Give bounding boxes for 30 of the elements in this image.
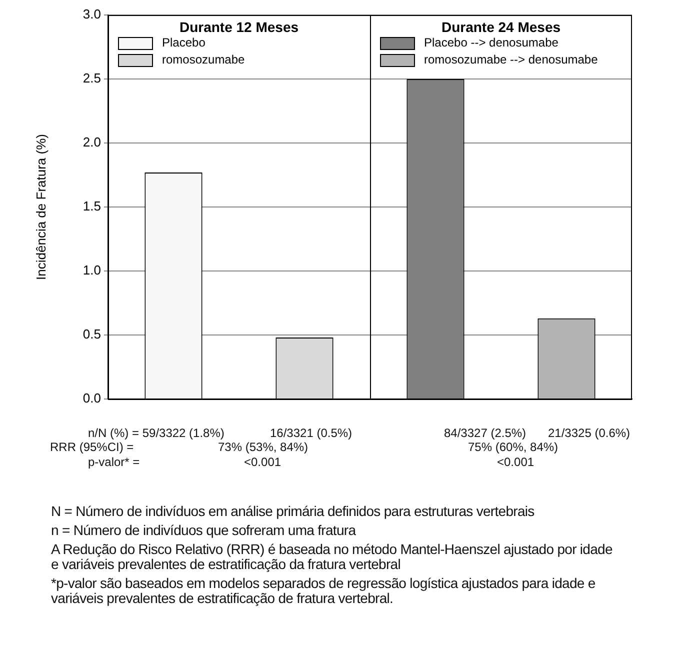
y-tick-label: 1.5 [82,198,101,214]
y-tick-label: 2.5 [82,70,101,86]
text: 75% (60%, 84%) [468,440,558,454]
annotation: Durante 12 Meses [179,18,299,35]
text: n/N (%) = 59/3322 (1.8%) [88,426,224,440]
text: N = Número de indivíduos em análise primária definidos para estruturas vertebrais [51,503,534,519]
text: *p-valor são baseados em modelos separados de regressão logística ajustados para idade e [51,575,596,591]
text: p-valor* = [88,455,140,469]
y-axis-title: Incidência de Fratura (%) [33,134,48,280]
text: 21/3325 (0.6%) [548,426,630,440]
legend-label: Placebo --> denosumabe [424,35,559,50]
text: n = Número de indivíduos que sofreram uma fratura [51,522,356,538]
y-tick-label: 0.5 [82,326,101,342]
legend-label: Placebo [162,35,206,50]
text: variáveis prevalentes de estratificação de fratura vertebral. [51,590,394,606]
text: e variáveis prevalentes de estratificação da fratura vertebral [51,556,400,572]
text: <0.001 [244,455,282,469]
y-tick-label: 1.0 [82,262,101,278]
legend-label: romosozumabe --> denosumabe [424,52,598,66]
text: 84/3327 (2.5%) [444,426,526,440]
text: <0.001 [497,455,534,469]
text: A Redução do Risco Relativo (RRR) é baseada no método Mantel-Haenszel ajustado por idade [51,541,612,557]
legend-label: romosozumabe [162,52,246,66]
y-tick-label: 0.0 [82,390,101,406]
y-tick-label: 3.0 [82,6,101,22]
y-tick-label: 2.0 [82,134,101,150]
text: 16/3321 (0.5%) [270,426,352,440]
text: 73% (53%, 84%) [218,440,308,454]
annotation: Durante 24 Meses [441,18,561,35]
text: RRR (95%CI) = [50,440,134,454]
